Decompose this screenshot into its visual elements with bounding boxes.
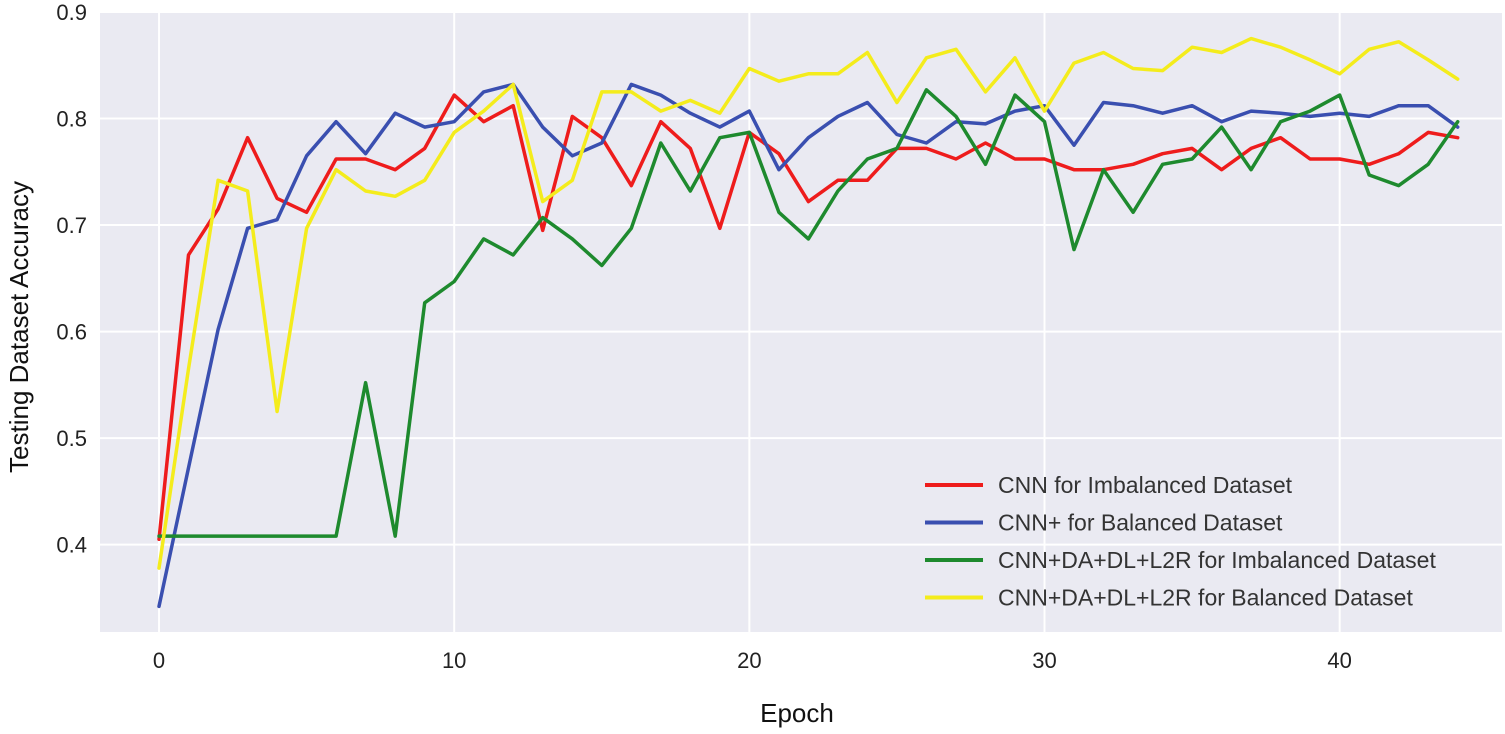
x-tick-label: 30 xyxy=(1032,648,1056,673)
tick-labels: 0 10 20 30 40 0.4 0.5 0.6 0.7 0.8 0.9 xyxy=(56,0,1351,673)
series-line-4 xyxy=(157,36,1460,570)
series-lines xyxy=(157,36,1460,609)
x-axis-label: Epoch xyxy=(760,698,834,728)
plot-area-background xyxy=(100,12,1502,632)
x-tick-label: 20 xyxy=(737,648,761,673)
y-tick-label: 0.8 xyxy=(56,107,87,132)
x-tick-label: 10 xyxy=(442,648,466,673)
x-tick-label: 0 xyxy=(153,648,165,673)
y-tick-label: 0.7 xyxy=(56,213,87,238)
legend-label-1: CNN for Imbalanced Dataset xyxy=(998,472,1293,498)
legend-label-3: CNN+DA+DL+L2R for Imbalanced Dataset xyxy=(998,547,1436,573)
legend-label-2: CNN+ for Balanced Dataset xyxy=(998,510,1283,536)
series-line-2 xyxy=(157,82,1460,609)
legend-label-4: CNN+DA+DL+L2R for Balanced Dataset xyxy=(998,585,1413,611)
legend: CNN for Imbalanced Dataset CNN+ for Balan… xyxy=(925,472,1436,611)
grid-lines xyxy=(100,11,1502,632)
y-tick-label: 0.5 xyxy=(56,426,87,451)
x-tick-label: 40 xyxy=(1327,648,1351,673)
y-tick-label: 0.6 xyxy=(56,320,87,345)
y-tick-label: 0.9 xyxy=(56,0,87,25)
y-axis-label: Testing Dataset Accuracy xyxy=(4,181,34,473)
y-tick-label: 0.4 xyxy=(56,533,87,558)
series-line-3 xyxy=(157,88,1460,538)
